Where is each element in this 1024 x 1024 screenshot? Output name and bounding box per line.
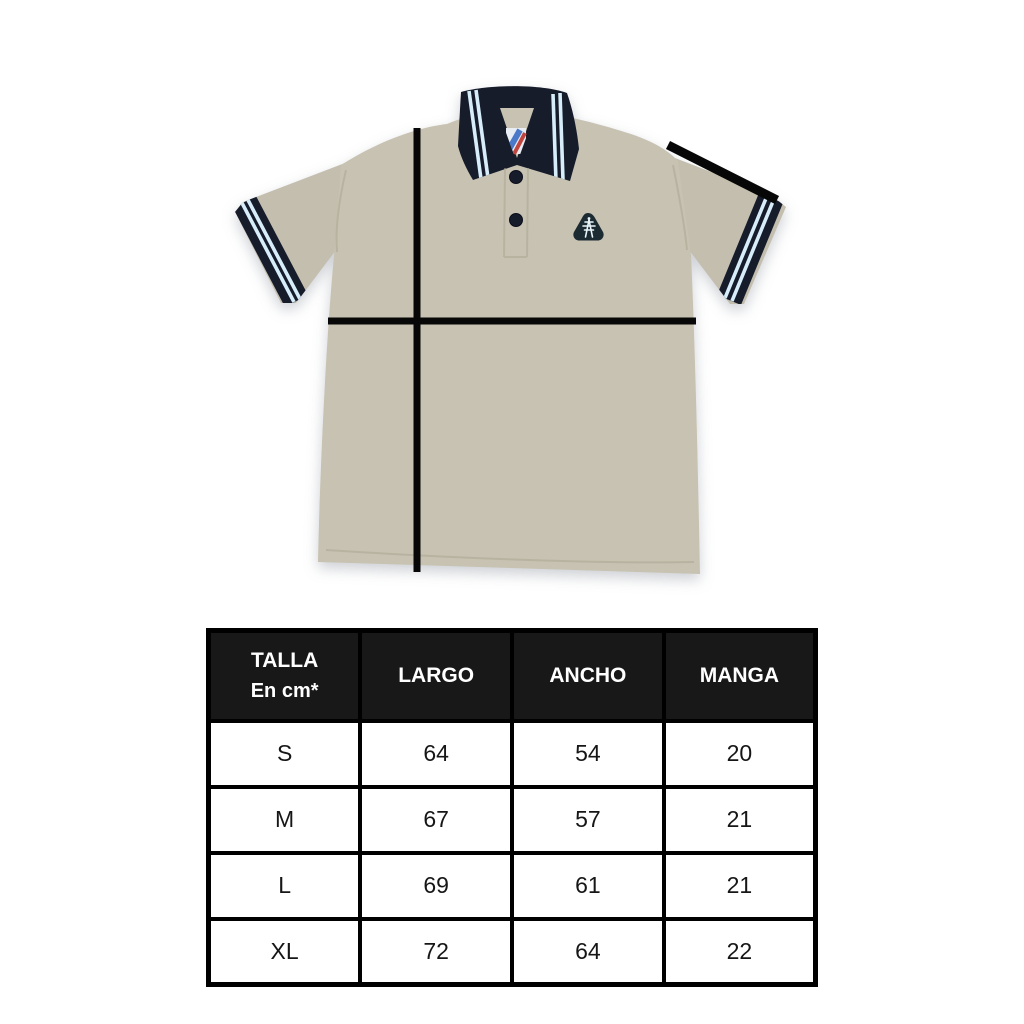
table-row-xl: XL 72 64 22: [206, 916, 818, 987]
manga-measure-line: [665, 140, 780, 205]
cell-size: M: [206, 784, 363, 855]
cell-manga: 20: [661, 718, 818, 789]
cell-ancho: 54: [510, 718, 666, 789]
table-row-m: M 67 57 21: [206, 784, 818, 855]
placket-seam: [503, 167, 529, 258]
product-photo: [235, 86, 786, 574]
cell-size: S: [206, 718, 363, 789]
table-row-l: L 69 61 21: [206, 850, 818, 921]
hem-seam: [325, 549, 695, 564]
size-table-header: TALLA En cm* LARGO ANCHO MANGA: [206, 628, 818, 723]
cell-manga: 22: [661, 916, 818, 987]
cell-manga: 21: [661, 850, 818, 921]
left-cuff-ribbing: [235, 196, 308, 303]
header-talla-line1: TALLA: [250, 649, 319, 673]
polo-shirt-illustration: [235, 86, 786, 574]
header-talla-line2: En cm*: [250, 679, 319, 702]
cell-ancho: 61: [510, 850, 666, 921]
cell-ancho: 64: [510, 916, 666, 987]
shirt-body: [318, 110, 700, 574]
cell-ancho: 57: [510, 784, 666, 855]
tower-logo-patch-icon: [573, 213, 604, 241]
collar-tipping-stripes: [467, 89, 565, 181]
cell-largo: 72: [358, 916, 514, 987]
table-row-s: S 64 54 20: [206, 718, 818, 789]
header-manga: MANGA: [661, 628, 818, 723]
button-bottom: [509, 213, 523, 227]
left-armhole-seam: [335, 169, 347, 253]
cell-largo: 67: [358, 784, 514, 855]
header-largo: LARGO: [358, 628, 514, 723]
cell-size: L: [206, 850, 363, 921]
header-talla: TALLA En cm*: [206, 628, 363, 723]
right-armhole-seam: [672, 164, 688, 251]
cell-size: XL: [206, 916, 363, 987]
size-table-body: S 64 54 20 M 67 57 21 L 69 61 21 XL 72 6…: [206, 718, 818, 987]
cell-largo: 69: [358, 850, 514, 921]
size-table: TALLA En cm* LARGO ANCHO MANGA S 64 54 2…: [206, 628, 818, 987]
right-cuff-ribbing: [717, 193, 783, 304]
button-top: [509, 170, 523, 184]
cell-manga: 21: [661, 784, 818, 855]
header-ancho: ANCHO: [510, 628, 666, 723]
cell-largo: 64: [358, 718, 514, 789]
left-sleeve: [235, 163, 345, 303]
